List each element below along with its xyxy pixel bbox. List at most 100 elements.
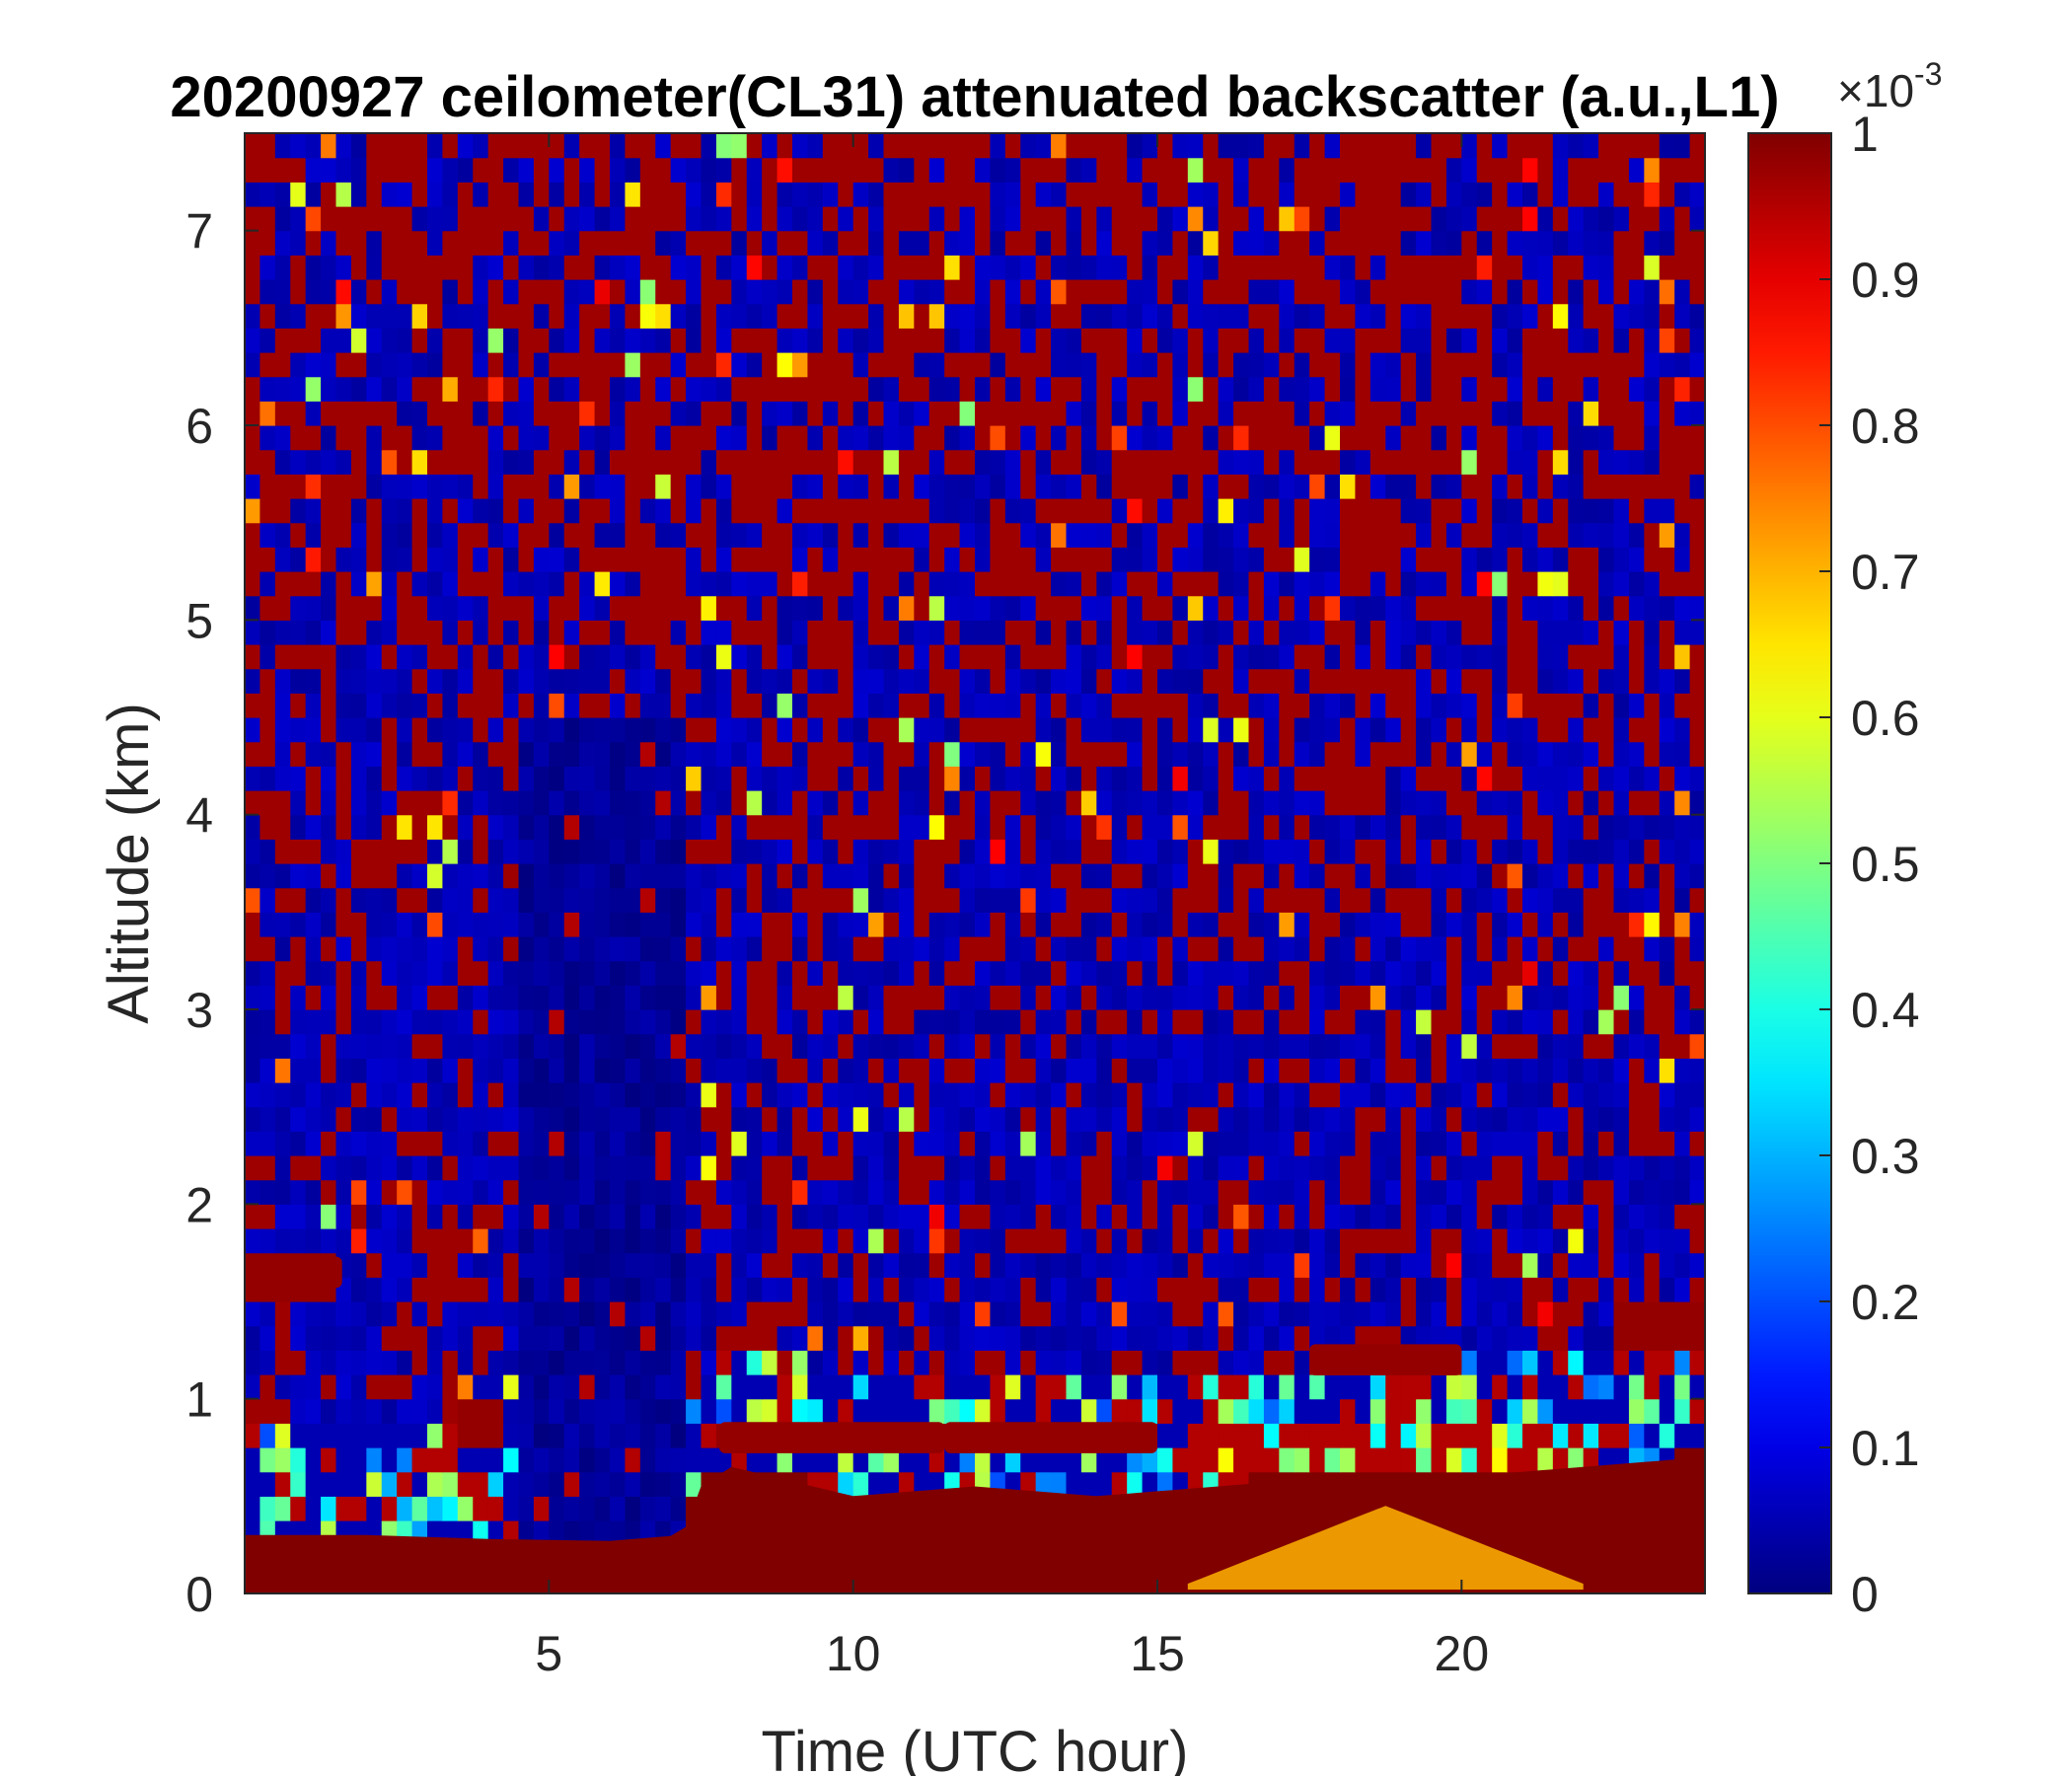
heatmap-cell <box>457 839 474 864</box>
heatmap-cell <box>914 376 930 402</box>
heatmap-cell <box>1111 790 1128 816</box>
heatmap-cell <box>290 1058 307 1083</box>
heatmap-cell <box>838 474 854 499</box>
heatmap-cell <box>883 1447 900 1473</box>
heatmap-cell <box>1385 1447 1402 1473</box>
heatmap-cell <box>366 741 383 767</box>
heatmap-cell <box>1157 1423 1174 1448</box>
heatmap-cell <box>1400 571 1417 597</box>
heatmap-cell <box>838 401 854 426</box>
heatmap-cell <box>427 449 444 475</box>
heatmap-cell <box>928 1228 945 1254</box>
heatmap-cell <box>868 668 885 694</box>
heatmap-cell <box>701 425 717 451</box>
heatmap-cell <box>427 863 444 889</box>
heatmap-cell <box>1537 425 1554 451</box>
heatmap-cell <box>1066 960 1082 986</box>
heatmap-cell <box>655 717 672 743</box>
heatmap-cell <box>639 328 656 353</box>
heatmap-cell <box>1644 352 1661 378</box>
heatmap-cell <box>259 1350 276 1375</box>
heatmap-cell <box>1492 693 1509 718</box>
heatmap-cell <box>1066 693 1082 718</box>
heatmap-cell <box>335 766 352 791</box>
heatmap-cell <box>1369 1447 1386 1473</box>
heatmap-cell <box>868 1398 885 1424</box>
heatmap-cell <box>852 790 869 816</box>
heatmap-cell <box>1294 912 1310 937</box>
heatmap-cell <box>427 1252 444 1278</box>
heatmap-cell <box>898 1350 915 1375</box>
heatmap-cell <box>1004 1374 1021 1400</box>
heatmap-cell <box>959 1325 976 1351</box>
heatmap-cell <box>457 1277 474 1302</box>
heatmap-cell <box>335 571 352 597</box>
heatmap-cell <box>670 1228 687 1254</box>
heatmap-cell <box>1248 1131 1265 1156</box>
heatmap-cell <box>610 449 627 475</box>
heatmap-cell <box>473 401 489 426</box>
heatmap-cell <box>1492 1447 1509 1473</box>
heatmap-cell <box>1157 425 1174 451</box>
heatmap-cell <box>533 1252 550 1278</box>
heatmap-cell <box>639 863 656 889</box>
heatmap-cell <box>594 1301 611 1327</box>
heatmap-cell <box>1583 839 1599 864</box>
heatmap-cell <box>533 1204 550 1229</box>
heatmap-cell <box>1522 1106 1539 1132</box>
heatmap-cell <box>1020 1350 1037 1375</box>
heatmap-cell <box>1369 668 1386 694</box>
heatmap-cell <box>1674 474 1691 499</box>
heatmap-cell <box>1218 693 1234 718</box>
heatmap-cell <box>1552 912 1569 937</box>
heatmap-cell <box>959 814 976 840</box>
heatmap-cell <box>762 1447 778 1473</box>
heatmap-cell <box>473 1252 489 1278</box>
heatmap-cell <box>1476 522 1493 548</box>
heatmap-cell <box>579 1325 596 1351</box>
heatmap-cell <box>549 1496 565 1521</box>
heatmap-cell <box>381 1058 398 1083</box>
heatmap-cell <box>533 1325 550 1351</box>
heatmap-cell <box>807 863 824 889</box>
heatmap-cell <box>928 522 945 548</box>
heatmap-cell <box>1431 571 1447 597</box>
heatmap-cell <box>610 960 627 986</box>
heatmap-cell <box>563 1398 580 1424</box>
heatmap-cell <box>1431 985 1447 1010</box>
heatmap-cell <box>746 912 763 937</box>
heatmap-cell <box>335 1082 352 1108</box>
heatmap-cell <box>1020 985 1037 1010</box>
heatmap-cell <box>762 595 778 621</box>
heatmap-cell <box>1400 1106 1417 1132</box>
heatmap-cell <box>868 644 885 670</box>
heatmap-cell <box>959 887 976 913</box>
heatmap-cell <box>746 328 763 353</box>
heatmap-cell <box>487 1277 504 1302</box>
heatmap-cell <box>670 1496 687 1521</box>
heatmap-cell <box>411 595 428 621</box>
heatmap-cell <box>1431 1155 1447 1181</box>
heatmap-cell <box>1127 1301 1144 1327</box>
heatmap-cell <box>1552 425 1569 451</box>
heatmap-cell <box>397 644 413 670</box>
heatmap-cell <box>746 425 763 451</box>
heatmap-cell <box>1324 814 1341 840</box>
heatmap-cell <box>852 766 869 791</box>
heatmap-cell <box>655 425 672 451</box>
heatmap-cell <box>1080 498 1097 524</box>
heatmap-cell <box>1172 1252 1189 1278</box>
heatmap-cell <box>1522 814 1539 840</box>
heatmap-cell <box>1507 766 1523 791</box>
heatmap-cell <box>1598 620 1615 645</box>
heatmap-cell <box>442 668 459 694</box>
heatmap-cell <box>1218 1398 1234 1424</box>
heatmap-cell <box>822 839 839 864</box>
heatmap-cell <box>670 1009 687 1035</box>
heatmap-cell <box>321 1106 337 1132</box>
heatmap-cell <box>655 352 672 378</box>
heatmap-cell <box>1355 1058 1371 1083</box>
heatmap-cell <box>1187 1252 1204 1278</box>
heatmap-cell <box>1020 717 1037 743</box>
heatmap-cell <box>579 1301 596 1327</box>
